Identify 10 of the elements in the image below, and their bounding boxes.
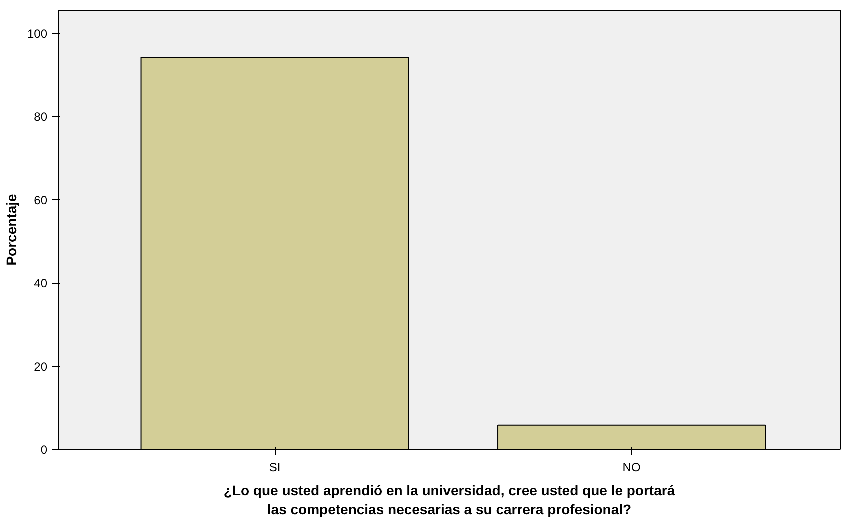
y-axis-title: Porcentaje xyxy=(3,194,20,266)
y-tick-label: 40 xyxy=(34,276,48,291)
x-tick-label: NO xyxy=(622,460,641,474)
y-tick-label: 60 xyxy=(34,193,48,208)
x-axis-title: ¿Lo que usted aprendió en la universidad, cree usted que le portará las competencias necesarias a su carrera profesional? xyxy=(224,482,676,518)
y-tick-label: 20 xyxy=(34,360,48,374)
y-tick-label: 100 xyxy=(27,26,48,41)
x-tick-label: SI xyxy=(269,460,281,474)
y-tick-label: 80 xyxy=(34,110,48,124)
y-tick-label: 0 xyxy=(40,443,48,457)
